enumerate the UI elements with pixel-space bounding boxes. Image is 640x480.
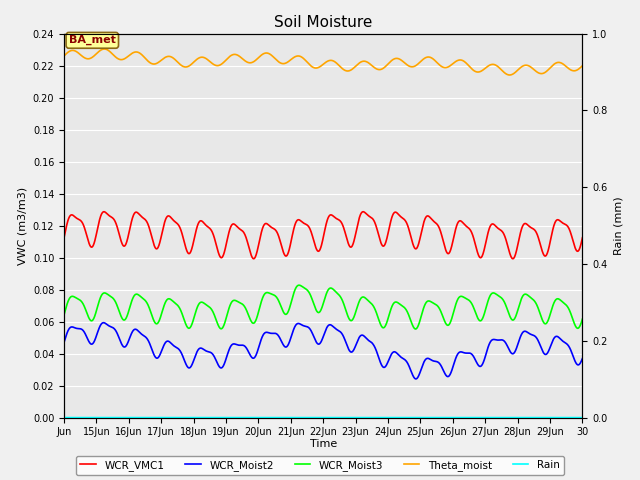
WCR_VMC1	[509, 256, 516, 262]
WCR_Moist3	[299, 284, 307, 289]
WCR_Moist2	[564, 342, 572, 348]
Theta_moist	[60, 53, 68, 59]
WCR_Moist3	[312, 308, 320, 313]
WCR_Moist3	[412, 326, 419, 332]
Y-axis label: Rain (mm): Rain (mm)	[613, 196, 623, 255]
Rain	[298, 415, 306, 420]
WCR_Moist2	[564, 342, 572, 348]
Theta_moist	[506, 72, 513, 78]
WCR_VMC1	[86, 243, 94, 249]
WCR_Moist3	[86, 317, 94, 323]
WCR_Moist3	[564, 304, 572, 310]
Text: BA_met: BA_met	[69, 35, 116, 46]
Rain	[312, 415, 320, 420]
Legend: WCR_VMC1, WCR_Moist2, WCR_Moist3, Theta_moist, Rain: WCR_VMC1, WCR_Moist2, WCR_Moist3, Theta_…	[76, 456, 564, 475]
WCR_Moist3	[469, 303, 477, 309]
WCR_VMC1	[564, 224, 572, 229]
Rain	[60, 415, 68, 420]
Line: WCR_Moist3: WCR_Moist3	[64, 285, 582, 329]
Theta_moist	[579, 63, 586, 69]
WCR_Moist2	[469, 352, 477, 358]
Theta_moist	[86, 55, 94, 61]
WCR_VMC1	[564, 223, 572, 229]
Line: WCR_VMC1: WCR_VMC1	[64, 212, 582, 259]
WCR_VMC1	[299, 219, 307, 225]
Y-axis label: VWC (m3/m3): VWC (m3/m3)	[17, 187, 27, 264]
WCR_VMC1	[100, 209, 108, 215]
Theta_moist	[312, 65, 320, 71]
Rain	[579, 415, 586, 420]
WCR_VMC1	[60, 235, 68, 240]
Rain	[563, 415, 571, 420]
Theta_moist	[100, 46, 108, 52]
Theta_moist	[564, 65, 572, 71]
Rain	[86, 415, 94, 420]
WCR_Moist2	[312, 339, 320, 345]
WCR_Moist2	[579, 356, 586, 361]
WCR_Moist3	[564, 304, 572, 310]
WCR_VMC1	[579, 235, 586, 240]
Theta_moist	[564, 65, 572, 71]
Rain	[563, 415, 571, 420]
WCR_Moist2	[299, 323, 307, 328]
WCR_VMC1	[468, 232, 476, 238]
WCR_VMC1	[312, 246, 320, 252]
WCR_Moist2	[86, 341, 94, 347]
WCR_Moist3	[295, 282, 303, 288]
Rain	[468, 415, 476, 420]
WCR_Moist2	[60, 339, 68, 345]
WCR_Moist3	[60, 312, 68, 318]
Line: Theta_moist: Theta_moist	[64, 49, 582, 75]
Title: Soil Moisture: Soil Moisture	[274, 15, 372, 30]
Theta_moist	[299, 55, 307, 60]
X-axis label: Time: Time	[310, 439, 337, 449]
WCR_Moist3	[579, 316, 586, 322]
WCR_Moist2	[412, 376, 420, 382]
Line: WCR_Moist2: WCR_Moist2	[64, 323, 582, 379]
Theta_moist	[468, 67, 476, 72]
WCR_Moist2	[100, 320, 108, 325]
